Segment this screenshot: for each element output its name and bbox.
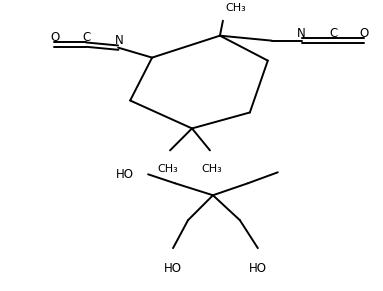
- Text: HO: HO: [249, 262, 267, 275]
- Text: CH₃: CH₃: [225, 3, 246, 13]
- Text: HO: HO: [164, 262, 182, 275]
- Text: O: O: [51, 31, 60, 44]
- Text: C: C: [82, 31, 90, 44]
- Text: N: N: [115, 34, 124, 47]
- Text: C: C: [329, 27, 338, 40]
- Text: HO: HO: [116, 168, 134, 181]
- Text: CH₃: CH₃: [158, 164, 178, 174]
- Text: O: O: [359, 27, 368, 40]
- Text: CH₃: CH₃: [201, 164, 222, 174]
- Text: N: N: [297, 27, 306, 40]
